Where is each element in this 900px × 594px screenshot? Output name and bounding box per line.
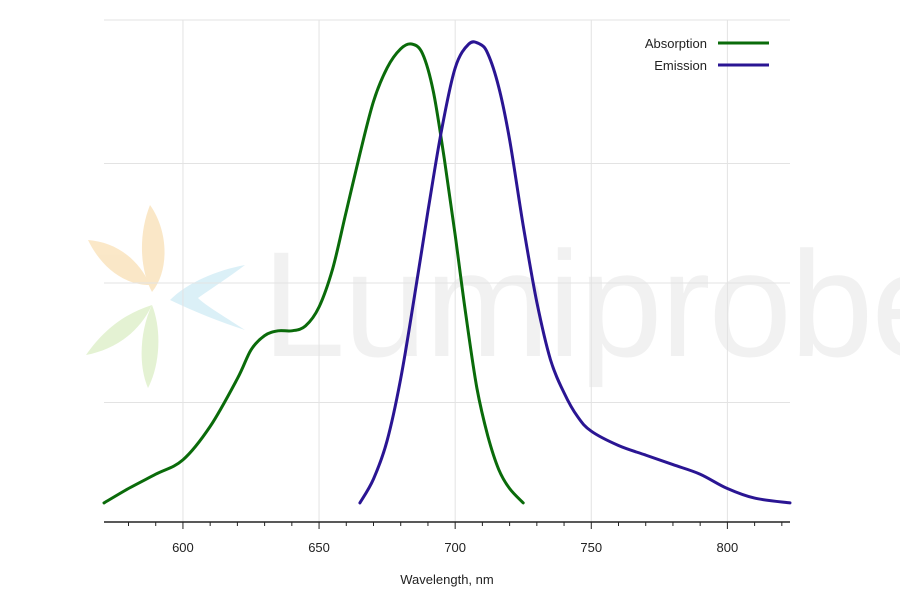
legend-label: Absorption [645, 36, 707, 51]
series-lines [102, 40, 792, 505]
x-axis: 600 650 700 750 800 [104, 521, 790, 555]
legend: Absorption Emission [645, 36, 769, 73]
watermark-text: Lumiprobe [262, 220, 900, 388]
x-tick-label: 600 [172, 540, 194, 555]
lumiprobe-watermark: Lumiprobe [86, 205, 900, 388]
lumiprobe-logo-icon [86, 205, 245, 388]
x-tick-label: 750 [580, 540, 602, 555]
series-line-emission [358, 40, 792, 505]
x-tick-label: 800 [717, 540, 739, 555]
series-line-absorption [102, 42, 525, 505]
x-tick-label: 650 [308, 540, 330, 555]
grid [104, 19, 790, 522]
x-tick-label: 700 [444, 540, 466, 555]
legend-label: Emission [654, 58, 707, 73]
x-axis-title: Wavelength, nm [400, 572, 493, 587]
